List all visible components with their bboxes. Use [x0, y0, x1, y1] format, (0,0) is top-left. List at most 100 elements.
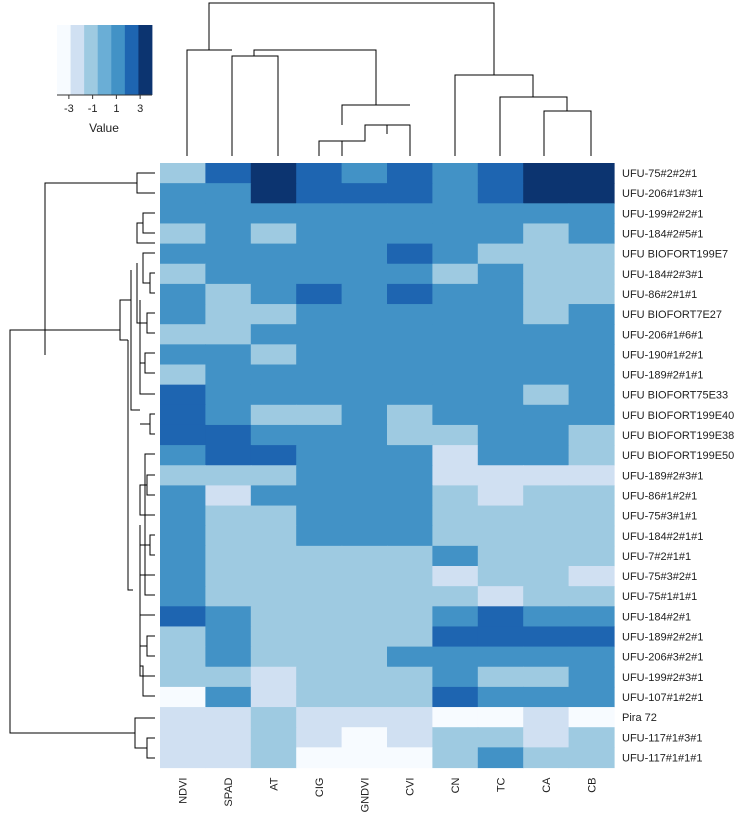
heatmap-cell — [568, 465, 615, 486]
heatmap-cell — [296, 304, 343, 325]
heatmap-cell — [296, 203, 343, 225]
column-label: CB — [586, 778, 598, 793]
heatmap-cell — [432, 525, 479, 547]
heatmap-cell — [523, 183, 570, 204]
row-label: UFU BIOFORT199E50 — [622, 450, 734, 462]
heatmap-cell — [477, 606, 524, 628]
heatmap-cell — [296, 606, 343, 628]
row-labels: UFU-75#2#2#1 UFU-206#1#3#1 UFU-199#2#2#1 UF… — [622, 168, 734, 764]
heatmap-cell — [432, 686, 479, 708]
row-dendrogram-branch — [9, 329, 135, 734]
heatmap-cell — [432, 545, 479, 567]
heatmap-cell — [477, 727, 524, 748]
heatmap-cell — [523, 364, 570, 386]
heatmap-cell — [250, 545, 297, 567]
heatmap-cell — [477, 344, 524, 366]
heatmap-cell — [432, 586, 479, 607]
heatmap-cell — [387, 545, 433, 567]
heatmap-cell — [568, 283, 615, 305]
heatmap-cell — [477, 626, 524, 648]
heatmap-cell — [296, 686, 343, 708]
row-dendrogram-branch — [130, 270, 141, 411]
heatmap-cell — [341, 646, 388, 668]
heatmap-cell — [568, 525, 615, 547]
heatmap-cell — [160, 747, 206, 769]
heatmap-cell — [387, 465, 433, 486]
heatmap-cell — [296, 223, 343, 245]
heatmap-cell — [160, 566, 206, 587]
heatmap-cell — [205, 324, 252, 345]
heatmap-cell — [250, 243, 297, 265]
heatmap-cell — [432, 505, 479, 527]
row-label: UFU BIOFORT7E27 — [622, 309, 722, 321]
heatmap-cell — [477, 424, 524, 446]
heatmap-cell — [341, 243, 388, 265]
heatmap-cell — [205, 223, 252, 245]
heatmap-cell — [387, 727, 433, 748]
heatmap-cell — [296, 525, 343, 547]
row-dendrogram — [9, 172, 155, 759]
heatmap-cell — [341, 203, 388, 225]
heatmap-cell — [160, 304, 206, 325]
color-key-swatch — [111, 25, 126, 95]
heatmap-cell — [160, 727, 206, 748]
heatmap-cell — [523, 505, 570, 527]
row-label: UFU-199#2#3#1 — [622, 672, 703, 684]
heatmap-cell — [523, 566, 570, 587]
heatmap-cell — [341, 586, 388, 607]
heatmap-cell — [387, 505, 433, 527]
heatmap-cell — [432, 203, 479, 225]
row-label: UFU-86#2#1#1 — [622, 289, 697, 301]
heatmap-cell — [296, 505, 343, 527]
heatmap-cell — [477, 404, 524, 426]
heatmap-cell — [205, 566, 252, 587]
heatmap-cell — [523, 465, 570, 486]
column-label: AT — [269, 777, 281, 791]
heatmap-cell — [477, 485, 524, 507]
heatmap-cell — [432, 646, 479, 668]
heatmap-cell — [205, 404, 252, 426]
color-key: -3 -1 1 3 Value — [57, 25, 153, 135]
heatmap-cell — [250, 465, 297, 486]
heatmap-cell — [205, 686, 252, 708]
heatmap-cell — [568, 626, 615, 648]
row-label: UFU BIOFORT199E40 — [622, 410, 734, 422]
heatmap-cell — [160, 384, 206, 406]
heatmap-cell — [523, 163, 570, 184]
heatmap-cell — [250, 586, 297, 607]
heatmap-cell — [477, 747, 524, 769]
heatmap-cell — [387, 324, 433, 345]
heatmap-cell — [387, 384, 433, 406]
heatmap-cell — [250, 505, 297, 527]
heatmap-cell — [160, 525, 206, 547]
heatmap-cell — [160, 283, 206, 305]
heatmap-cell — [432, 283, 479, 305]
heatmap-cell — [160, 344, 206, 366]
heatmap-cell — [568, 646, 615, 668]
row-label: UFU-75#3#1#1 — [622, 511, 697, 523]
heatmap-cell — [568, 727, 615, 748]
color-key-swatch — [97, 25, 112, 95]
heatmap-cell — [387, 747, 433, 769]
column-label: CA — [541, 777, 553, 793]
heatmap-cell — [341, 626, 388, 648]
heatmap-cell — [205, 384, 252, 406]
heatmap-cell — [432, 223, 479, 245]
heatmap-cell — [205, 545, 252, 567]
heatmap-cell — [387, 223, 433, 245]
heatmap-cell — [205, 465, 252, 486]
heatmap-cell — [296, 707, 343, 728]
heatmap-cell — [296, 586, 343, 607]
heatmap-cell — [296, 747, 343, 769]
heatmap-cell — [568, 344, 615, 366]
heatmap-cell — [296, 404, 343, 426]
heatmap-cell — [205, 203, 252, 225]
row-label: UFU-107#1#2#1 — [622, 692, 703, 704]
heatmap-cell — [477, 646, 524, 668]
heatmap-cell — [296, 283, 343, 305]
heatmap-cell — [296, 626, 343, 648]
heatmap-cell — [477, 707, 524, 728]
row-dendrogram-branch — [139, 635, 155, 677]
heatmap-cell — [205, 304, 252, 325]
heatmap-cell — [160, 626, 206, 648]
